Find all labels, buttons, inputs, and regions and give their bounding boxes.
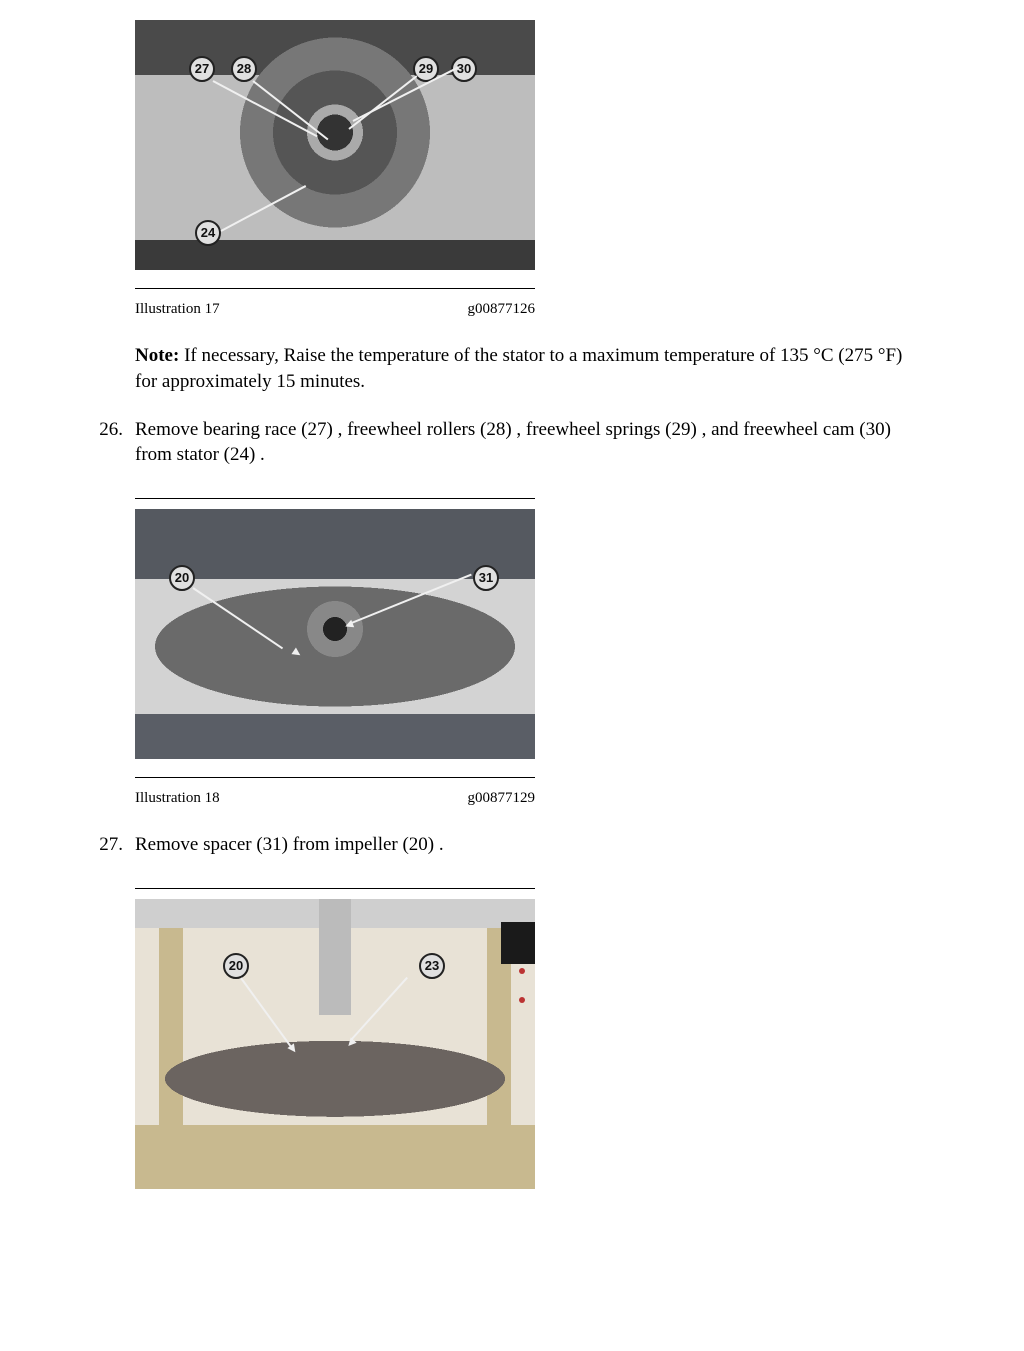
figure-19-red-dot-1 — [519, 968, 525, 974]
arrow-23 — [345, 1037, 356, 1048]
leader-30 — [353, 67, 459, 122]
leader-20-a — [192, 587, 283, 649]
figure-18-rule-bottom — [135, 777, 535, 778]
figure-17-rule — [135, 288, 535, 289]
figure-19-block: 20 23 — [135, 888, 944, 1189]
note-text: If necessary, Raise the temperature of t… — [135, 345, 902, 392]
leader-24 — [221, 185, 307, 232]
step-27-number: 27. — [80, 832, 135, 858]
leader-23 — [350, 977, 408, 1041]
leader-31 — [349, 573, 472, 624]
figure-18-caption-right: g00877129 — [468, 788, 536, 808]
callout-23: 23 — [419, 953, 445, 979]
figure-17-image: 27 28 29 30 24 — [135, 20, 535, 270]
callout-20-b: 20 — [223, 953, 249, 979]
step-26: 26. Remove bearing race (27) , freewheel… — [80, 417, 944, 468]
figure-19-red-dot-2 — [519, 997, 525, 1003]
figure-18-caption: Illustration 18 g00877129 — [135, 788, 535, 808]
step-27: 27. Remove spacer (31) from impeller (20… — [80, 832, 944, 858]
figure-18-image: 20 31 — [135, 509, 535, 759]
step-27-text: Remove spacer (31) from impeller (20) . — [135, 832, 944, 858]
figure-19-frame: 20 23 — [135, 888, 535, 1189]
callout-31: 31 — [473, 565, 499, 591]
arrow-20-a — [291, 647, 302, 658]
figure-18-block: 20 31 Illustration 18 g00877129 — [135, 498, 944, 808]
figure-17-caption: Illustration 17 g00877126 — [135, 299, 535, 319]
figure-19-image: 20 23 — [135, 899, 535, 1189]
note-block: Note: If necessary, Raise the temperatur… — [135, 343, 924, 394]
figure-19-rule-top — [135, 888, 535, 889]
callout-20-a: 20 — [169, 565, 195, 591]
callout-24: 24 — [195, 220, 221, 246]
step-26-text: Remove bearing race (27) , freewheel rol… — [135, 417, 944, 468]
figure-17-block: 27 28 29 30 24 Illustration 17 g00877126 — [135, 20, 944, 319]
leader-28 — [252, 80, 328, 140]
callout-28: 28 — [231, 56, 257, 82]
figure-19-dark-strip — [501, 922, 535, 964]
note-label: Note: — [135, 345, 179, 366]
leader-20-b — [240, 977, 293, 1049]
step-26-number: 26. — [80, 417, 135, 468]
callout-27: 27 — [189, 56, 215, 82]
figure-18-frame: 20 31 Illustration 18 g00877129 — [135, 498, 535, 808]
figure-18-caption-left: Illustration 18 — [135, 788, 220, 808]
figure-18-rule-top — [135, 498, 535, 499]
figure-17-frame: 27 28 29 30 24 Illustration 17 g00877126 — [135, 20, 535, 319]
leader-29 — [348, 75, 417, 130]
figure-17-caption-left: Illustration 17 — [135, 299, 220, 319]
figure-17-caption-right: g00877126 — [468, 299, 536, 319]
